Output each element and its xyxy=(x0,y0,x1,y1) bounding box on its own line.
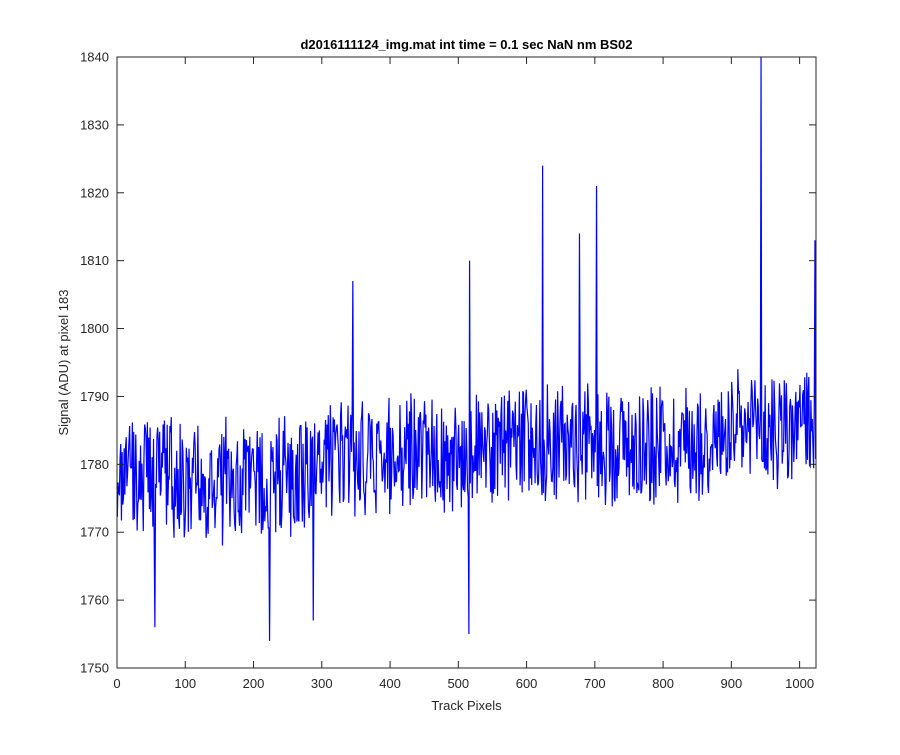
x-tick-label: 600 xyxy=(516,676,538,691)
y-tick-label: 1760 xyxy=(80,593,109,608)
y-tick-label: 1820 xyxy=(80,185,109,200)
x-tick-label: 300 xyxy=(311,676,333,691)
x-tick-label: 900 xyxy=(721,676,743,691)
x-tick-label: 1000 xyxy=(785,676,814,691)
y-tick-label: 1780 xyxy=(80,457,109,472)
x-tick-label: 100 xyxy=(174,676,196,691)
chart-title: d2016111124_img.mat int time = 0.1 sec N… xyxy=(300,37,632,52)
axes-box xyxy=(116,56,817,669)
x-tick-label: 0 xyxy=(113,676,120,691)
y-tick-label: 1810 xyxy=(80,253,109,268)
y-tick-label: 1840 xyxy=(80,50,109,65)
y-tick-label: 1800 xyxy=(80,321,109,336)
y-axis-label: Signal (ADU) at pixel 183 xyxy=(56,290,71,436)
x-axis-label: Track Pixels xyxy=(431,698,502,713)
plot-area xyxy=(117,57,816,668)
x-tick-label: 800 xyxy=(652,676,674,691)
y-tick-label: 1790 xyxy=(80,389,109,404)
tick-layer: 0 100 200 300 400 500 600 700 800 900 1000 1750 1760… xyxy=(80,50,816,691)
x-tick-label: 700 xyxy=(584,676,606,691)
y-tick-label: 1770 xyxy=(80,525,109,540)
x-tick-label: 400 xyxy=(379,676,401,691)
y-tick-label: 1830 xyxy=(80,117,109,132)
data-layer xyxy=(116,56,817,641)
x-tick-label: 200 xyxy=(243,676,265,691)
y-tick-label: 1750 xyxy=(80,661,109,676)
x-tick-label: 500 xyxy=(447,676,469,691)
series-line xyxy=(116,56,817,641)
